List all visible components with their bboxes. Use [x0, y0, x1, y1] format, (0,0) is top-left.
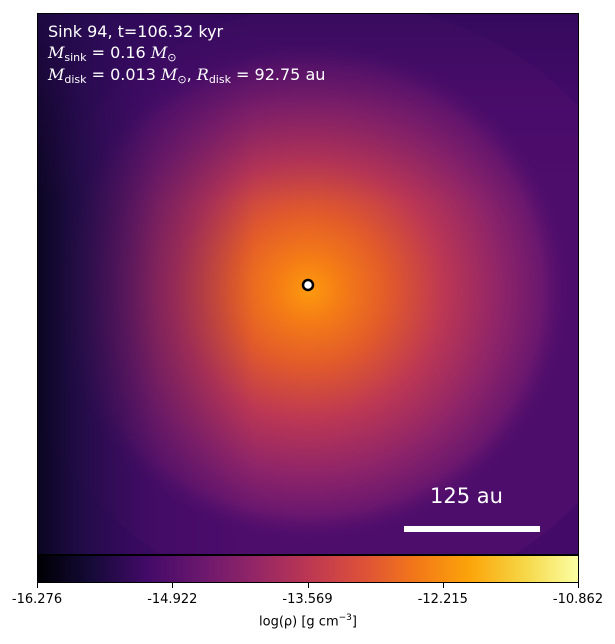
colorbar-tick [442, 583, 444, 588]
density-map-svg [38, 14, 578, 554]
colorbar-tick-label: -12.215 [417, 592, 468, 607]
colorbar-tick-label: -13.569 [282, 592, 333, 607]
colorbar-tick [307, 583, 309, 588]
sink-marker [301, 278, 315, 292]
disk-properties-text: Mdisk = 0.013 M⊙, Rdisk = 92.75 au [48, 65, 326, 86]
scale-bar-label: 125 au [430, 484, 503, 508]
scale-bar [404, 526, 540, 532]
sink-mass-text: Msink = 0.16 M⊙ [48, 43, 177, 64]
sink-info-text: Sink 94, t=106.32 kyr [48, 22, 224, 41]
colorbar [37, 555, 579, 583]
colorbar-label: log(ρ) [g cm−3] [259, 613, 357, 630]
colorbar-tick [37, 583, 38, 588]
colorbar-tick-label: -16.276 [11, 592, 63, 607]
colorbar-tick [578, 583, 579, 588]
colorbar-tick-label: -10.862 [552, 592, 604, 607]
colorbar-tick [172, 583, 174, 588]
colorbar-tick-label: -14.922 [147, 592, 198, 607]
density-map: Sink 94, t=106.32 kyr Msink = 0.16 M⊙ Md… [37, 13, 579, 555]
